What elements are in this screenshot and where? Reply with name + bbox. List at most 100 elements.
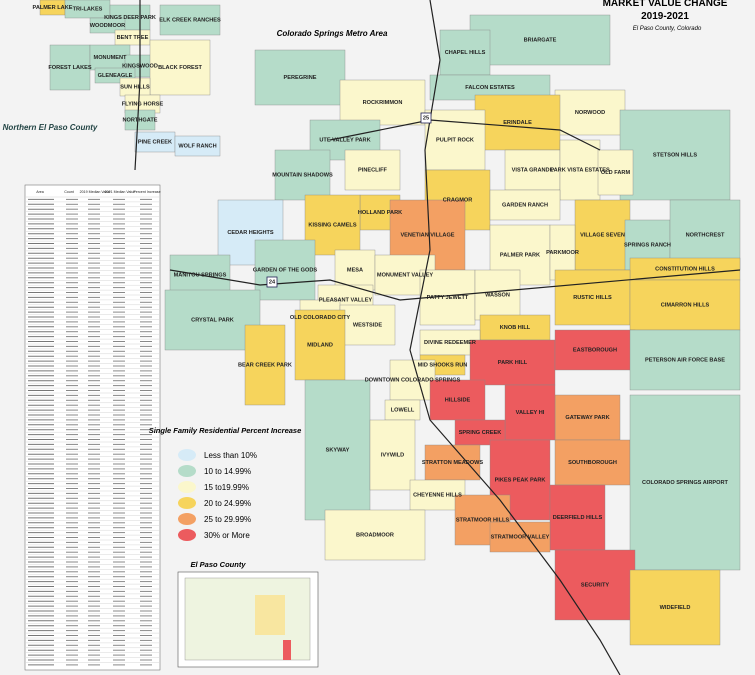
highway-shield	[420, 112, 432, 124]
neighborhood-zone	[244, 324, 286, 406]
neighborhood-label: MIDLAND	[307, 342, 333, 348]
neighborhood-zone	[339, 304, 396, 346]
neighborhood-zone	[254, 239, 316, 301]
neighborhood-label: IVYWILD	[381, 452, 404, 458]
neighborhood-label: NORTHGATE	[122, 117, 157, 123]
legend-label: 25 to 29.99%	[204, 515, 251, 524]
neighborhood-zone	[629, 279, 741, 331]
neighborhood-label: VILLAGE SEVEN	[580, 232, 625, 238]
neighborhood-zone	[294, 309, 346, 381]
neighborhood-label: STRATMOOR HILLS	[456, 517, 510, 523]
north-label: Northern El Paso County	[3, 123, 98, 132]
neighborhood-zone	[554, 89, 626, 136]
inset-county	[184, 577, 311, 661]
neighborhood-label: DOWNTOWN COLORADO SPRINGS	[365, 377, 461, 383]
neighborhood-label: WIDEFIELD	[660, 605, 691, 611]
legend-label: 15 to19.99%	[204, 483, 249, 492]
neighborhood-label: STETSON HILLS	[653, 152, 697, 158]
legend-swatch	[178, 465, 196, 477]
legend-label: Less than 10%	[204, 451, 257, 460]
neighborhood-zone	[489, 189, 561, 221]
neighborhood-label: CHEYENNE HILLS	[413, 492, 462, 498]
neighborhood-zone	[479, 314, 551, 341]
subtitle: El Paso County, Colorado	[633, 26, 702, 32]
neighborhood-label: WASSON	[485, 292, 510, 298]
legend-label: 30% or More	[204, 531, 250, 540]
legend-swatch	[178, 497, 196, 509]
zones	[39, 0, 741, 646]
neighborhood-label: CRYSTAL PARK	[191, 317, 234, 323]
neighborhood-label: KNOB HILL	[500, 325, 531, 331]
neighborhood-label: UTE VALLEY PARK	[319, 137, 370, 143]
neighborhood-zone	[629, 329, 741, 391]
neighborhood-label: HOLLAND PARK	[358, 210, 402, 216]
legend-swatch	[178, 529, 196, 541]
neighborhood-label: CRAGMOR	[443, 197, 473, 203]
neighborhood-label: CEDAR HEIGHTS	[227, 230, 274, 236]
neighborhood-zone	[549, 484, 606, 551]
neighborhood-zone	[254, 49, 346, 106]
neighborhood-label: KISSING CAMELS	[308, 222, 356, 228]
neighborhood-zone	[174, 135, 221, 157]
legend-label: 10 to 14.99%	[204, 467, 251, 476]
title-years: 2019-2021	[641, 11, 689, 22]
highway-shield	[266, 276, 278, 288]
table-header: 2019 Median Value	[80, 190, 111, 194]
neighborhood-label: GLENEAGLE	[98, 73, 133, 79]
neighborhood-zone	[429, 379, 486, 421]
neighborhood-zone	[164, 289, 261, 351]
road	[134, 0, 141, 171]
neighborhood-zone	[629, 394, 741, 571]
neighborhood-label: VENETIAN VILLAGE	[400, 232, 454, 238]
neighborhood-zone	[89, 17, 126, 34]
neighborhood-zone	[597, 149, 634, 196]
neighborhood-zone	[504, 384, 556, 441]
table-frame	[24, 184, 161, 671]
neighborhood-zone	[424, 444, 481, 481]
legend-label: 20 to 24.99%	[204, 499, 251, 508]
neighborhood-label: KINGSWOOD	[122, 63, 158, 69]
neighborhood-label: SUN HILLS	[120, 84, 150, 90]
neighborhood-label: WOLF RANCH	[178, 143, 216, 149]
neighborhood-label: STRATTON MEADOWS	[422, 460, 484, 466]
neighborhood-label: FLYING HORSE	[122, 101, 164, 107]
neighborhood-label: VALLEY HI	[516, 410, 545, 416]
inset-label: El Paso County	[190, 560, 246, 569]
neighborhood-zone	[124, 109, 156, 131]
neighborhood-label: SPRINGS RANCH	[624, 242, 671, 248]
legend-swatch	[178, 513, 196, 525]
neighborhood-label: PULPIT ROCK	[436, 137, 474, 143]
neighborhood-label: MESA	[347, 267, 363, 273]
road	[399, 269, 741, 301]
neighborhood-label: VISTA GRANDE	[512, 167, 554, 173]
neighborhood-zone	[149, 39, 211, 96]
table-header: Percent Increase	[133, 190, 160, 194]
table-header: 2021 Median Value	[105, 190, 136, 194]
neighborhood-label: TRI-LAKES	[73, 6, 103, 12]
title: MARKET VALUE CHANGE	[603, 0, 728, 9]
neighborhood-label: ERINDALE	[503, 120, 532, 126]
neighborhood-zone	[474, 269, 521, 321]
neighborhood-label: MANITOU SPRINGS	[174, 272, 227, 278]
neighborhood-label: BLACK FOREST	[158, 65, 202, 71]
neighborhood-label: BROADMOOR	[356, 532, 394, 538]
highway	[169, 269, 401, 301]
neighborhood-zone	[629, 569, 721, 646]
neighborhood-label: NORTHCREST	[686, 232, 725, 238]
neighborhood-zone	[469, 339, 556, 386]
neighborhood-zone	[554, 269, 631, 326]
neighborhood-zone	[344, 149, 401, 191]
neighborhood-zone	[504, 149, 561, 191]
legend: Single Family Residential Percent Increa…	[149, 426, 302, 541]
neighborhood-zone	[159, 4, 221, 36]
neighborhood-label: GARDEN RANCH	[502, 202, 548, 208]
neighborhood-label: DEERFIELD HILLS	[553, 515, 603, 521]
neighborhood-label: GATEWAY PARK	[565, 415, 609, 421]
neighborhood-label: PLEASANT VALLEY	[319, 297, 373, 303]
neighborhood-zone	[389, 359, 436, 401]
neighborhood-label: SOUTHBOROUGH	[568, 460, 617, 466]
legend-title: Single Family Residential Percent Increa…	[149, 426, 302, 435]
neighborhood-label: PIKES PEAK PARK	[495, 477, 546, 483]
